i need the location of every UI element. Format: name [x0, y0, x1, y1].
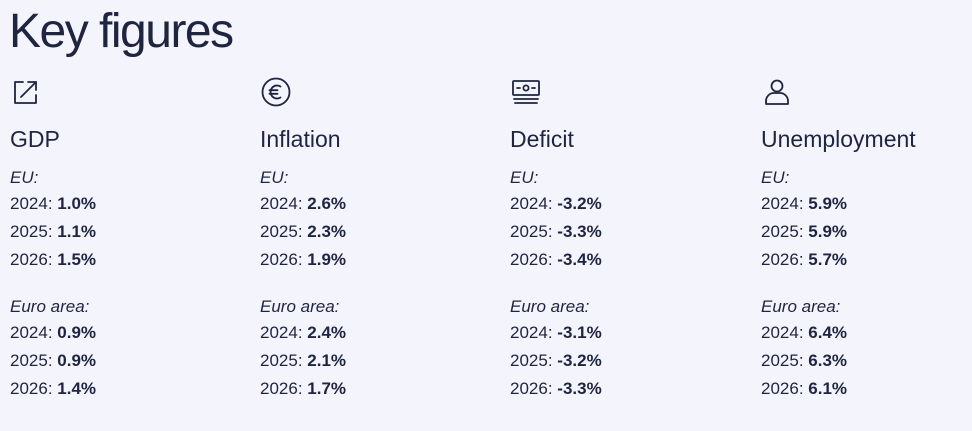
group-label: Euro area:	[260, 297, 340, 316]
year-row: 2024: -3.2%	[510, 194, 602, 213]
year-label: 2024	[510, 194, 548, 213]
year-label: 2024	[510, 323, 548, 342]
value: 6.3%	[808, 351, 848, 370]
group-label: EU:	[510, 168, 539, 187]
year-label: 2024	[260, 194, 298, 213]
value: 1.4%	[57, 379, 97, 398]
year-row: 2024: -3.1%	[510, 323, 602, 342]
year-row: 2024: 6.4%	[761, 323, 848, 342]
year-label: 2025	[260, 222, 298, 241]
value: 1.7%	[307, 379, 347, 398]
euro-area-group: Euro area: 2024: 0.9% 2025: 0.9% 2026: 1…	[10, 297, 96, 403]
value: 2.4%	[307, 323, 347, 342]
year-label: 2024	[260, 323, 298, 342]
value: 2.1%	[307, 351, 347, 370]
group-label: EU:	[260, 168, 289, 187]
group-label: EU:	[10, 168, 39, 187]
year-row: 2026: 1.7%	[260, 379, 347, 398]
value: -3.1%	[557, 323, 602, 342]
year-row: 2025: 0.9%	[10, 351, 97, 370]
year-row: 2026: 6.1%	[761, 379, 848, 398]
euro-area-group: Euro area: 2024: 2.4% 2025: 2.1% 2026: 1…	[260, 297, 346, 403]
year-row: 2026: 1.5%	[10, 250, 97, 269]
eu-group: EU: 2024: 1.0% 2025: 1.1% 2026: 1.5%	[10, 168, 96, 274]
value: 1.0%	[57, 194, 97, 213]
year-row: 2026: 5.7%	[761, 250, 848, 269]
value: 5.9%	[808, 222, 848, 241]
figure-title: GDP	[10, 126, 60, 152]
euro-icon	[260, 76, 292, 108]
year-label: 2024	[10, 323, 48, 342]
year-row: 2024: 2.6%	[260, 194, 347, 213]
value: -3.3%	[557, 222, 602, 241]
value: 2.6%	[307, 194, 347, 213]
value: -3.4%	[557, 250, 602, 269]
eu-group: EU: 2024: -3.2% 2025: -3.3% 2026: -3.4%	[510, 168, 602, 274]
figure-title: Unemployment	[761, 126, 916, 152]
year-label: 2026	[761, 250, 799, 269]
figure-title: Deficit	[510, 126, 574, 152]
year-label: 2026	[10, 379, 48, 398]
value: 5.9%	[808, 194, 848, 213]
year-row: 2025: -3.2%	[510, 351, 602, 370]
year-label: 2025	[761, 222, 799, 241]
year-row: 2025: 2.1%	[260, 351, 347, 370]
value: 6.4%	[808, 323, 848, 342]
value: 1.1%	[57, 222, 97, 241]
year-row: 2026: -3.4%	[510, 250, 602, 269]
year-label: 2024	[761, 194, 799, 213]
year-label: 2026	[10, 250, 48, 269]
year-row: 2024: 5.9%	[761, 194, 848, 213]
year-row: 2025: -3.3%	[510, 222, 602, 241]
group-label: Euro area:	[10, 297, 90, 316]
value: 5.7%	[808, 250, 848, 269]
year-label: 2024	[761, 323, 799, 342]
year-row: 2025: 5.9%	[761, 222, 848, 241]
year-label: 2025	[10, 222, 48, 241]
value: 1.5%	[57, 250, 97, 269]
year-label: 2026	[260, 250, 298, 269]
year-label: 2025	[10, 351, 48, 370]
euro-area-group: Euro area: 2024: 6.4% 2025: 6.3% 2026: 6…	[761, 297, 847, 403]
year-label: 2026	[761, 379, 799, 398]
year-label: 2026	[510, 250, 548, 269]
year-row: 2026: 1.4%	[10, 379, 97, 398]
year-row: 2025: 6.3%	[761, 351, 848, 370]
year-row: 2025: 1.1%	[10, 222, 97, 241]
figure-title: Inflation	[260, 126, 341, 152]
year-row: 2024: 2.4%	[260, 323, 347, 342]
group-label: EU:	[761, 168, 790, 187]
value: 6.1%	[808, 379, 848, 398]
year-label: 2026	[260, 379, 298, 398]
eu-group: EU: 2024: 2.6% 2025: 2.3% 2026: 1.9%	[260, 168, 346, 274]
eu-group: EU: 2024: 5.9% 2025: 5.9% 2026: 5.7%	[761, 168, 847, 274]
value: 2.3%	[307, 222, 347, 241]
year-label: 2025	[510, 351, 548, 370]
group-label: Euro area:	[510, 297, 590, 316]
year-label: 2025	[761, 351, 799, 370]
year-label: 2024	[10, 194, 48, 213]
trend-up-icon	[10, 76, 42, 108]
group-label: Euro area:	[761, 297, 841, 316]
year-label: 2025	[260, 351, 298, 370]
value: 0.9%	[57, 323, 97, 342]
value: -3.2%	[557, 194, 602, 213]
year-row: 2026: 1.9%	[260, 250, 347, 269]
year-row: 2024: 0.9%	[10, 323, 97, 342]
year-label: 2025	[510, 222, 548, 241]
year-row: 2026: -3.3%	[510, 379, 602, 398]
value: -3.3%	[557, 379, 602, 398]
euro-area-group: Euro area: 2024: -3.1% 2025: -3.2% 2026:…	[510, 297, 602, 403]
value: -3.2%	[557, 351, 602, 370]
value: 1.9%	[307, 250, 347, 269]
banknote-icon	[510, 76, 542, 108]
year-label: 2026	[510, 379, 548, 398]
value: 0.9%	[57, 351, 97, 370]
page-title: Key figures	[9, 5, 234, 58]
year-row: 2024: 1.0%	[10, 194, 97, 213]
key-figures-grid: GDP EU: 2024: 1.0% 2025: 1.1% 2026: 1.5%…	[0, 76, 972, 416]
person-icon	[761, 76, 793, 108]
year-row: 2025: 2.3%	[260, 222, 347, 241]
